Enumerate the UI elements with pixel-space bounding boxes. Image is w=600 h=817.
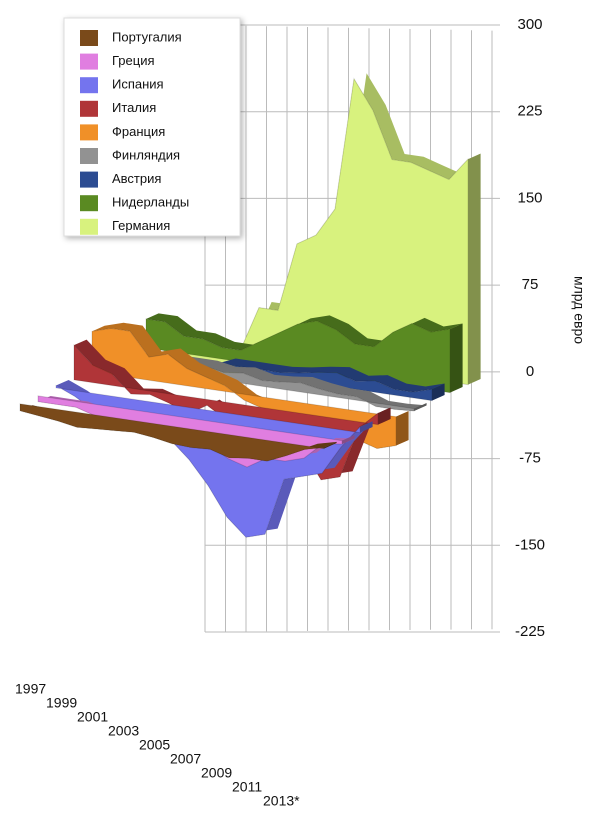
x-tick-label: 2011 — [232, 779, 262, 795]
y-tick-label: 75 — [522, 276, 539, 293]
y-axis-label: млрд евро — [571, 276, 587, 344]
x-tick-label: 1999 — [46, 695, 77, 711]
legend-label: Португалия — [112, 29, 182, 44]
legend-swatch — [80, 77, 98, 94]
area-side — [360, 421, 373, 433]
plot — [19, 73, 481, 538]
x-tick-label: 2007 — [170, 751, 201, 767]
legend-label: Финляндия — [112, 147, 180, 162]
y-tick-label: 300 — [517, 16, 542, 33]
legend-swatch — [80, 30, 98, 46]
y-tick-label: -150 — [515, 536, 545, 553]
area — [145, 318, 451, 394]
x-tick-label: 2013* — [263, 793, 300, 809]
legend-swatch — [80, 218, 98, 235]
legend-label: Нидерланды — [112, 195, 189, 210]
y-tick-label: -75 — [519, 450, 541, 467]
y-tick-label: 0 — [526, 363, 534, 380]
y-tick-label: 225 — [517, 103, 542, 120]
legend-swatch — [80, 195, 98, 212]
area-side — [432, 383, 445, 401]
x-tick-label: 2005 — [139, 737, 170, 753]
legend-swatch — [80, 171, 98, 188]
x-tick-label: 2009 — [201, 765, 232, 781]
legend-swatch — [80, 124, 98, 141]
area-top — [92, 322, 409, 449]
area-side — [450, 323, 463, 393]
area-side — [396, 411, 409, 446]
legend-label: Италия — [112, 100, 156, 115]
legend-label: Германия — [112, 218, 170, 233]
y-tick-label: -225 — [515, 623, 545, 640]
area-side — [468, 153, 481, 385]
x-tick-label: 2003 — [108, 723, 139, 739]
legend-label: Франция — [112, 124, 165, 139]
area-side — [378, 407, 391, 425]
x-tick-label: 2001 — [77, 709, 108, 725]
legend-label: Испания — [112, 77, 164, 92]
area-side — [414, 403, 427, 411]
area — [19, 403, 325, 462]
legend-label: Австрия — [112, 171, 161, 186]
legend-label: Греция — [112, 53, 155, 68]
legend-swatch — [80, 53, 98, 70]
area-side — [342, 435, 355, 445]
legend-swatch — [80, 100, 98, 117]
x-tick-label: 1997 — [15, 681, 46, 697]
legend: Португалия Греция Испания Италия Франция Финл… — [80, 29, 189, 235]
area-top — [146, 313, 463, 351]
area-side — [324, 441, 337, 449]
legend-swatch — [80, 148, 98, 164]
y-tick-label: 150 — [517, 189, 542, 206]
